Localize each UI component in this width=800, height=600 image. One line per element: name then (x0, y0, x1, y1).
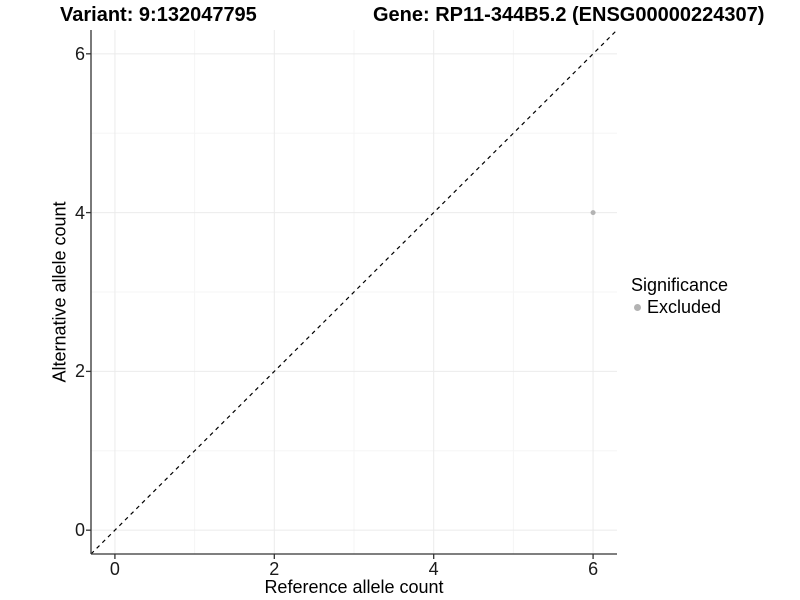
identity-reference-line (90, 29, 618, 555)
x-axis-title: Reference allele count (264, 577, 444, 597)
x-tick-label: 2 (269, 559, 280, 579)
x-tick-label: 0 (109, 559, 120, 579)
data-point (590, 210, 596, 216)
x-tick-label: 6 (588, 559, 599, 579)
legend-key-dot-icon (634, 303, 641, 311)
y-tick-label: 6 (74, 43, 85, 64)
legend-item-label: Excluded (647, 297, 722, 317)
y-tick-label: 0 (74, 520, 85, 541)
y-tick-label: 2 (74, 361, 85, 382)
legend: Significance Excluded (631, 274, 728, 318)
variant-title: Variant: 9:132047795 (60, 4, 257, 26)
y-tick-label: 4 (74, 202, 85, 223)
gene-title: Gene: RP11-344B5.2 (ENSG00000224307) (373, 4, 765, 26)
legend-item-excluded: Excluded (631, 296, 728, 318)
x-tick-label: 4 (428, 559, 439, 579)
legend-title: Significance (631, 275, 729, 295)
